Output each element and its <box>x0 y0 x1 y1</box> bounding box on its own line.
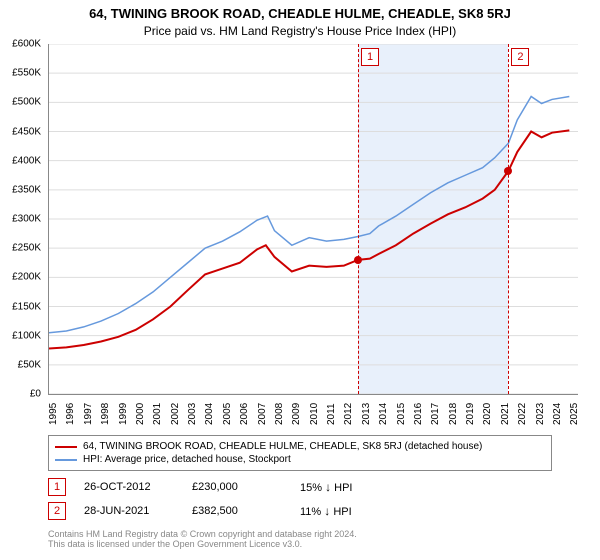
event-price: £382,500 <box>192 505 282 517</box>
footer-line2: This data is licensed under the Open Gov… <box>48 539 552 549</box>
y-tick-label: £150K <box>12 301 41 312</box>
data-point <box>504 167 512 175</box>
series-price_paid <box>49 130 569 348</box>
x-tick-label: 2004 <box>204 403 215 425</box>
footer-line1: Contains HM Land Registry data © Crown c… <box>48 529 552 539</box>
footer: Contains HM Land Registry data © Crown c… <box>48 529 552 549</box>
chart-container: 64, TWINING BROOK ROAD, CHEADLE HULME, C… <box>0 0 600 549</box>
x-tick-label: 1995 <box>48 403 59 425</box>
legend-label: HPI: Average price, detached house, Stoc… <box>83 454 291 465</box>
event-pct: 11% ↓ HPI <box>300 504 390 518</box>
legend-swatch <box>55 446 77 448</box>
marker-line-1 <box>358 44 359 394</box>
x-tick-label: 2025 <box>569 403 580 425</box>
legend-swatch <box>55 459 77 461</box>
y-tick-label: £600K <box>12 39 41 50</box>
y-tick-label: £300K <box>12 214 41 225</box>
x-tick-label: 2005 <box>222 403 233 425</box>
x-tick-label: 2013 <box>361 403 372 425</box>
legend-label: 64, TWINING BROOK ROAD, CHEADLE HULME, C… <box>83 441 482 452</box>
y-axis-labels: £0£50K£100K£150K£200K£250K£300K£350K£400… <box>1 44 45 394</box>
x-tick-label: 2011 <box>326 403 337 425</box>
x-tick-label: 2012 <box>343 403 354 425</box>
x-tick-label: 2016 <box>413 403 424 425</box>
x-tick-label: 2010 <box>309 403 320 425</box>
y-tick-label: £500K <box>12 97 41 108</box>
chart-svg <box>49 44 578 394</box>
y-tick-label: £100K <box>12 330 41 341</box>
y-tick-label: £250K <box>12 243 41 254</box>
x-tick-label: 2006 <box>239 403 250 425</box>
x-tick-label: 2024 <box>552 403 563 425</box>
x-tick-label: 2023 <box>535 403 546 425</box>
x-tick-label: 1997 <box>83 403 94 425</box>
x-tick-label: 2022 <box>517 403 528 425</box>
marker-line-2 <box>508 44 509 394</box>
y-tick-label: £350K <box>12 184 41 195</box>
event-marker: 2 <box>48 502 66 520</box>
event-list: 1 26-OCT-2012 £230,000 15% ↓ HPI 2 28-JUN-202… <box>48 475 552 523</box>
x-tick-label: 2007 <box>257 403 268 425</box>
x-tick-label: 1996 <box>65 403 76 425</box>
event-pct: 15% ↓ HPI <box>300 480 390 494</box>
event-date: 28-JUN-2021 <box>84 505 174 517</box>
x-tick-label: 2003 <box>187 403 198 425</box>
x-tick-label: 2000 <box>135 403 146 425</box>
y-tick-label: £450K <box>12 126 41 137</box>
y-tick-label: £200K <box>12 272 41 283</box>
x-tick-label: 2021 <box>500 403 511 425</box>
y-tick-label: £550K <box>12 68 41 79</box>
y-tick-label: £50K <box>18 359 41 370</box>
x-tick-label: 2002 <box>170 403 181 425</box>
y-tick-label: £400K <box>12 155 41 166</box>
x-tick-label: 1999 <box>118 403 129 425</box>
chart-title: 64, TWINING BROOK ROAD, CHEADLE HULME, C… <box>0 0 600 21</box>
event-marker: 1 <box>48 478 66 496</box>
x-tick-label: 2015 <box>396 403 407 425</box>
event-row: 2 28-JUN-2021 £382,500 11% ↓ HPI <box>48 499 552 523</box>
x-tick-label: 1998 <box>100 403 111 425</box>
legend: 64, TWINING BROOK ROAD, CHEADLE HULME, C… <box>48 435 552 471</box>
x-tick-label: 2020 <box>482 403 493 425</box>
x-axis-labels: 1995 1996 1997 1998 1999 2000 2001 2002 2003 2004… <box>48 395 578 429</box>
x-tick-label: 2001 <box>152 403 163 425</box>
x-tick-label: 2014 <box>378 403 389 425</box>
chart-subtitle: Price paid vs. HM Land Registry's House … <box>0 21 600 44</box>
x-tick-label: 2017 <box>430 403 441 425</box>
y-tick-label: £0 <box>30 389 41 400</box>
event-row: 1 26-OCT-2012 £230,000 15% ↓ HPI <box>48 475 552 499</box>
marker-box-1: 1 <box>361 48 379 66</box>
x-tick-label: 2009 <box>291 403 302 425</box>
x-tick-label: 2019 <box>465 403 476 425</box>
plot-area: £0£50K£100K£150K£200K£250K£300K£350K£400… <box>48 44 578 395</box>
x-tick-label: 2008 <box>274 403 285 425</box>
legend-item: HPI: Average price, detached house, Stoc… <box>55 453 545 466</box>
x-tick-label: 2018 <box>448 403 459 425</box>
data-point <box>354 256 362 264</box>
event-date: 26-OCT-2012 <box>84 481 174 493</box>
marker-box-2: 2 <box>511 48 529 66</box>
legend-item: 64, TWINING BROOK ROAD, CHEADLE HULME, C… <box>55 440 545 453</box>
event-price: £230,000 <box>192 481 282 493</box>
